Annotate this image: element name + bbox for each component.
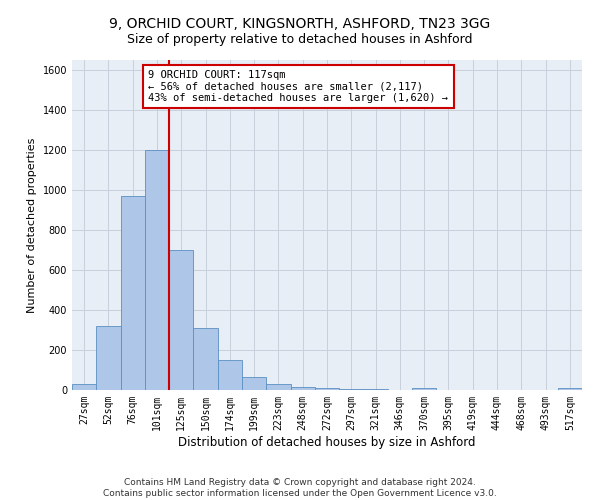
Bar	[193, 328, 218, 390]
Bar	[242, 377, 266, 390]
X-axis label: Distribution of detached houses by size in Ashford: Distribution of detached houses by size …	[178, 436, 476, 448]
Text: Contains HM Land Registry data © Crown copyright and database right 2024.
Contai: Contains HM Land Registry data © Crown c…	[103, 478, 497, 498]
Bar	[266, 384, 290, 390]
Bar	[339, 389, 364, 390]
Bar	[121, 196, 145, 390]
Bar	[558, 388, 582, 390]
Text: Size of property relative to detached houses in Ashford: Size of property relative to detached ho…	[127, 32, 473, 46]
Y-axis label: Number of detached properties: Number of detached properties	[27, 138, 37, 312]
Text: 9, ORCHID COURT, KINGSNORTH, ASHFORD, TN23 3GG: 9, ORCHID COURT, KINGSNORTH, ASHFORD, TN…	[109, 18, 491, 32]
Text: 9 ORCHID COURT: 117sqm
← 56% of detached houses are smaller (2,117)
43% of semi-: 9 ORCHID COURT: 117sqm ← 56% of detached…	[149, 70, 449, 103]
Bar	[72, 384, 96, 390]
Bar	[315, 388, 339, 390]
Bar	[412, 388, 436, 390]
Bar	[169, 250, 193, 390]
Bar	[145, 150, 169, 390]
Bar	[290, 387, 315, 390]
Bar	[96, 326, 121, 390]
Bar	[218, 360, 242, 390]
